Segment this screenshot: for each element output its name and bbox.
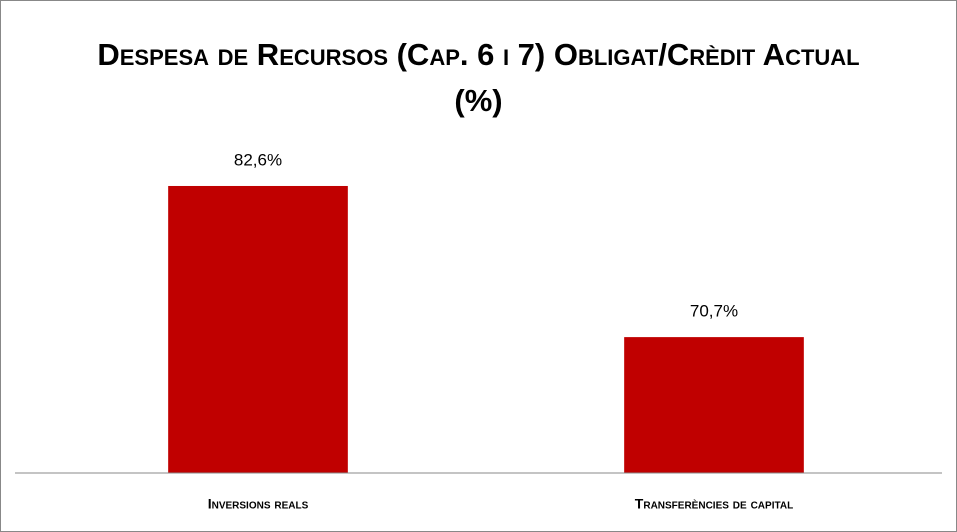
bar: [168, 185, 348, 474]
x-tick-label: Transferències de capital: [635, 496, 793, 512]
value-label: 70,7%: [690, 302, 738, 321]
x-tick-label: Inversions reals: [208, 496, 309, 512]
bar: [624, 337, 804, 473]
chart-title: Despesa de Recursos (Cap. 6 i 7) Obligat…: [97, 37, 860, 118]
value-label: 82,6%: [234, 150, 282, 169]
